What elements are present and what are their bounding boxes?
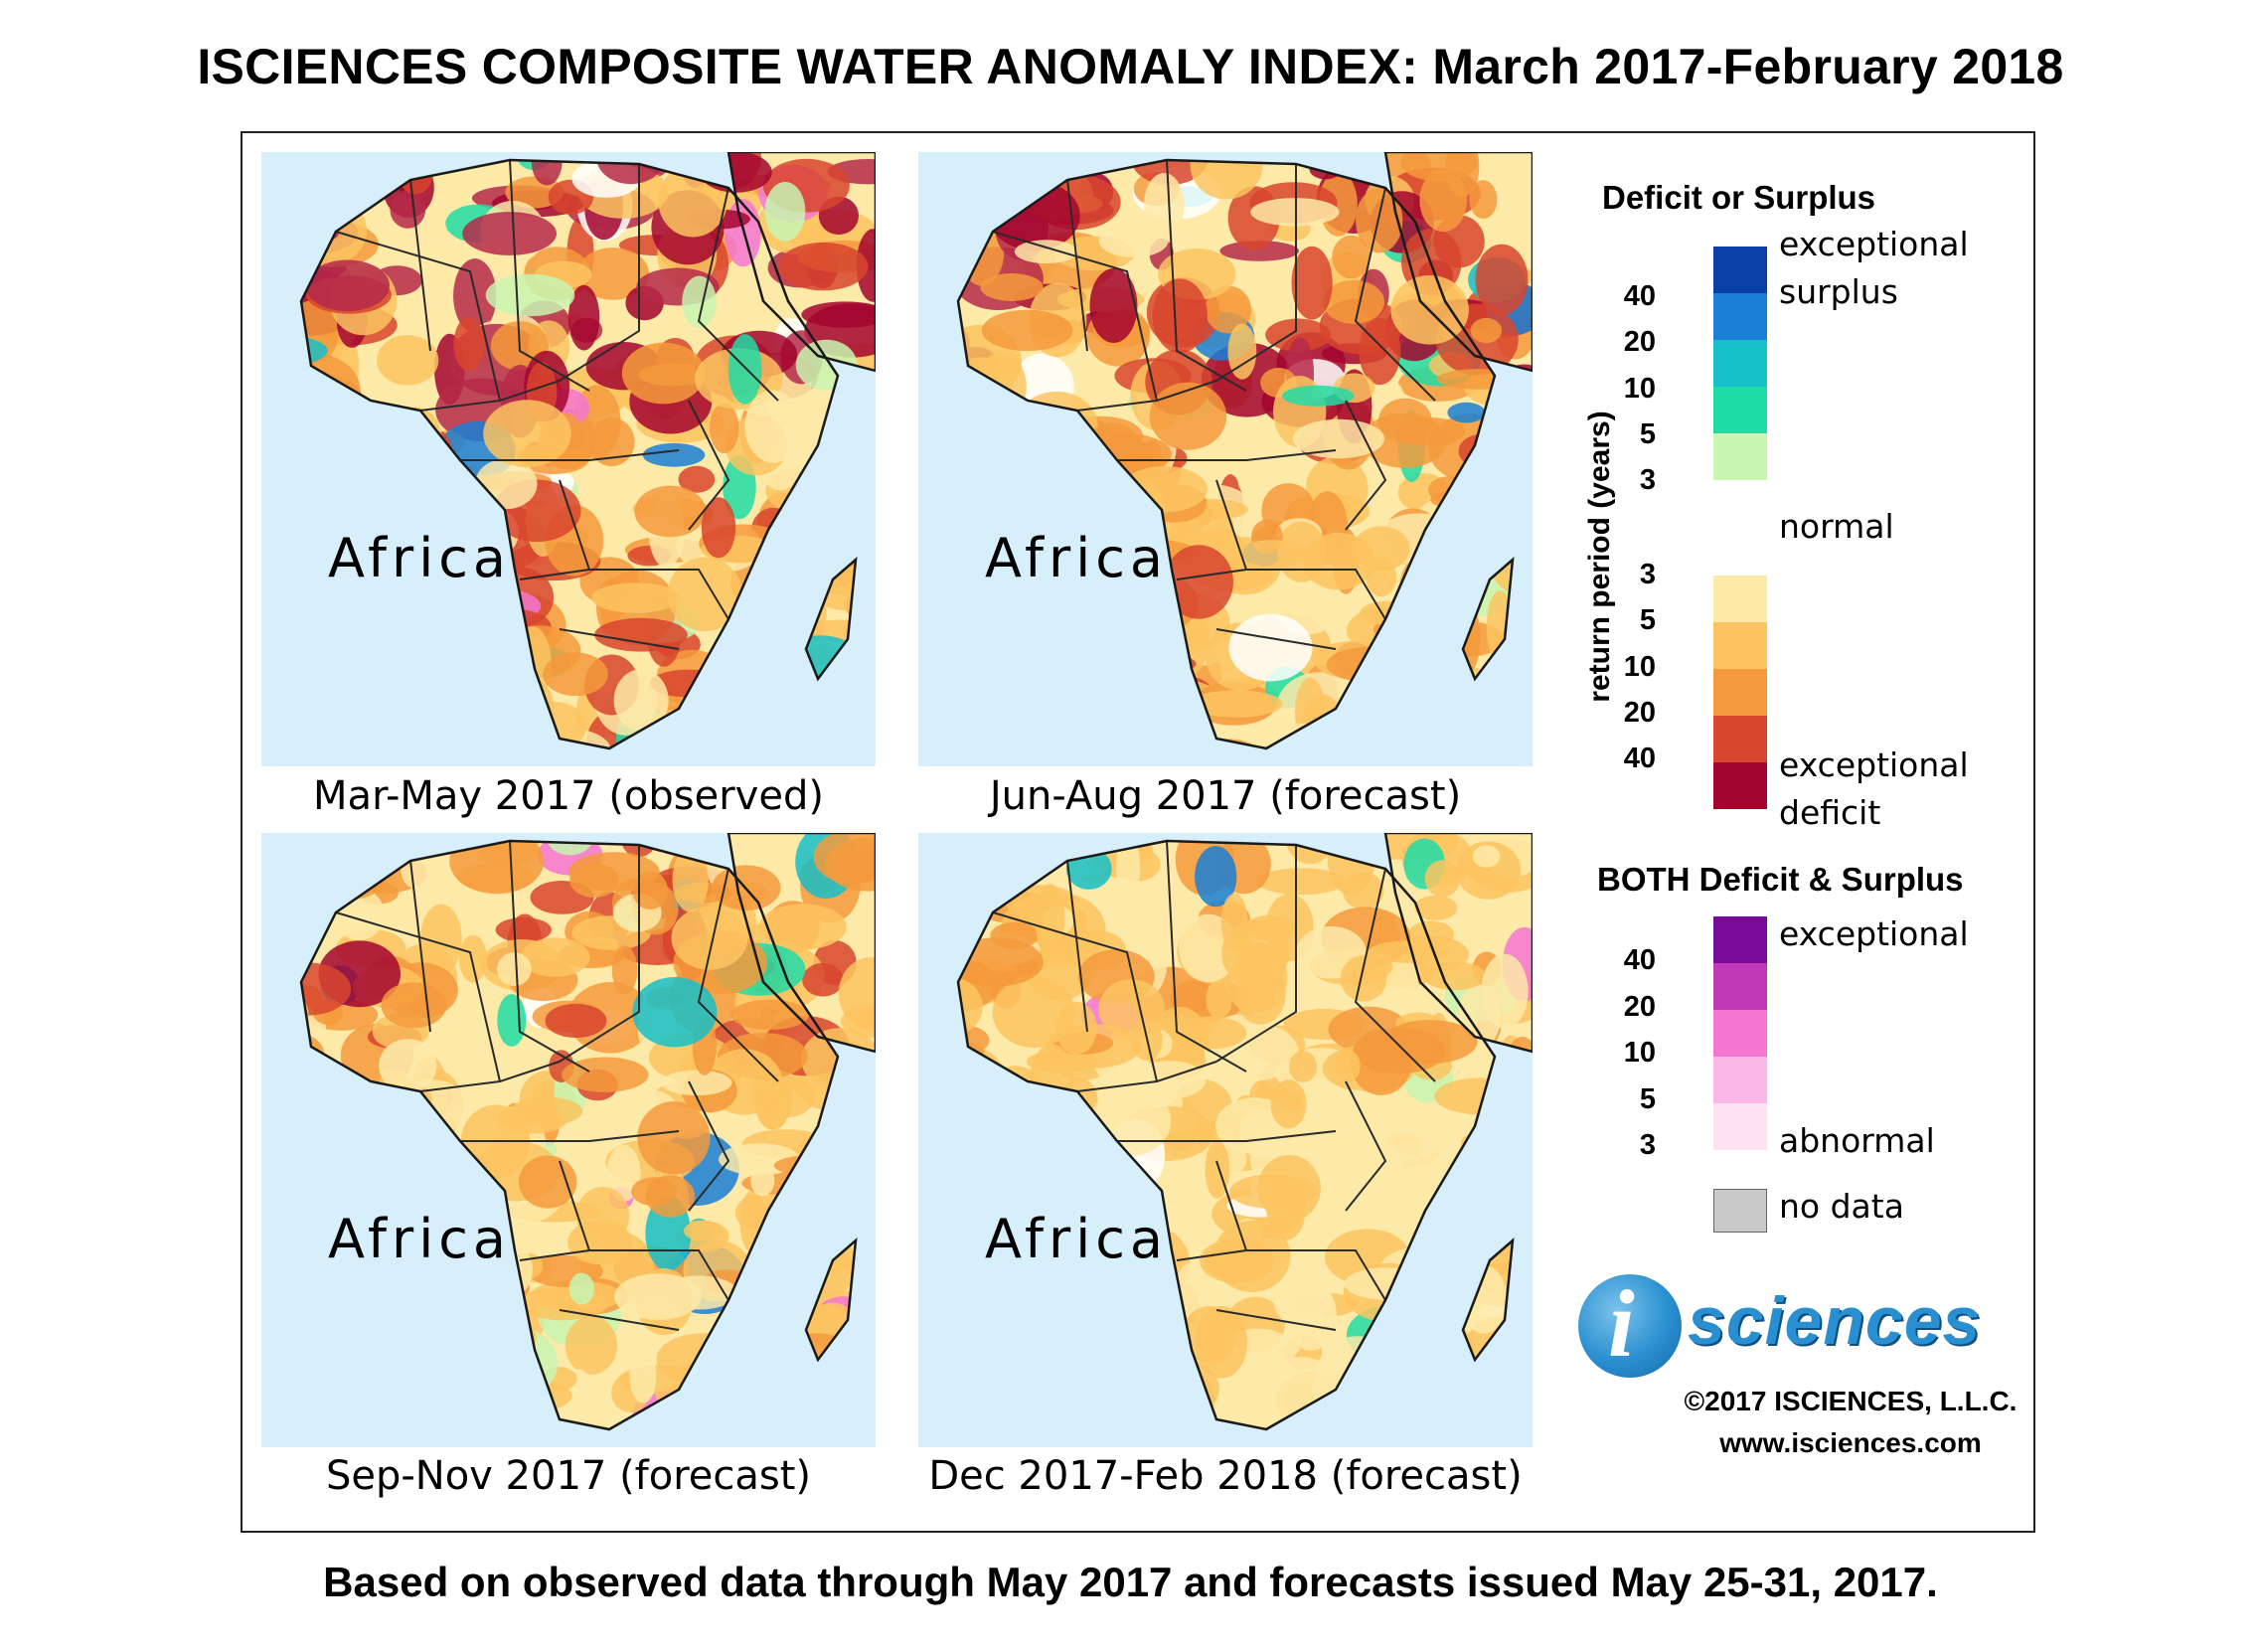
website: www.isciences.com xyxy=(1719,1427,1982,1458)
legend-swatch-no-data xyxy=(1713,1189,1767,1233)
africa-map xyxy=(299,152,876,750)
africa-map xyxy=(956,833,1533,1431)
legend-swatch xyxy=(1713,1010,1767,1057)
legend-label-no-data: no data xyxy=(1779,1187,1904,1226)
map-panel-sep-nov-2017 xyxy=(261,833,876,1447)
legend-swatch xyxy=(1713,576,1767,622)
page-title: ISCIENCES COMPOSITE WATER ANOMALY INDEX:… xyxy=(197,39,2064,94)
legend-label-exceptional-deficit: exceptional xyxy=(1779,745,1969,784)
legend-swatch xyxy=(1713,340,1767,387)
legend-swatch xyxy=(1713,433,1767,480)
legend-swatch xyxy=(1713,387,1767,433)
panel-caption: Dec 2017-Feb 2018 (forecast) xyxy=(928,1453,1523,1499)
legend-label-exceptional: exceptional xyxy=(1779,914,1969,953)
legend-title-both: BOTH Deficit & Surplus xyxy=(1597,861,1964,898)
isciences-logo-text: sciences xyxy=(1688,1283,1982,1359)
map-region-label: Africa xyxy=(985,1208,1169,1270)
africa-map xyxy=(956,152,1533,750)
map-region-label: Africa xyxy=(328,1208,512,1270)
footer-note: Based on observed data through May 2017 … xyxy=(323,1559,1938,1605)
legend-tick: 5 xyxy=(1639,1083,1656,1115)
legend-tick: 20 xyxy=(1623,991,1656,1023)
legend-tick: 20 xyxy=(1623,697,1656,729)
legend-swatch xyxy=(1713,293,1767,340)
copyright: ©2017 ISCIENCES, L.L.C. xyxy=(1684,1386,2018,1416)
legend-swatch xyxy=(1713,1057,1767,1103)
legend-tick: 3 xyxy=(1639,1129,1656,1161)
isciences-logo-i: i xyxy=(1608,1270,1635,1377)
panel-caption: Jun-Aug 2017 (forecast) xyxy=(989,773,1462,819)
legend-tick: 10 xyxy=(1623,373,1656,405)
legend-swatch xyxy=(1713,669,1767,716)
legend-swatch xyxy=(1713,1103,1767,1150)
legend-tick: 40 xyxy=(1623,743,1656,774)
legend-swatch xyxy=(1713,716,1767,762)
legend-swatch xyxy=(1713,247,1767,293)
legend-label-surplus: surplus xyxy=(1779,272,1898,311)
panel-caption: Mar-May 2017 (observed) xyxy=(313,773,824,819)
legend-tick: 3 xyxy=(1639,464,1656,496)
map-panel-mar-may-2017 xyxy=(261,152,876,766)
figure-frame xyxy=(241,131,2035,1533)
legend-axis-label: return period (years) xyxy=(1583,411,1616,703)
legend-swatch xyxy=(1713,963,1767,1010)
legend-label-abnormal: abnormal xyxy=(1779,1121,1935,1160)
legend-tick: 5 xyxy=(1639,604,1656,636)
isciences-logo-circle xyxy=(1578,1274,1682,1378)
legend-label-exceptional-surplus: exceptional xyxy=(1779,225,1969,263)
map-region-label: Africa xyxy=(985,527,1169,589)
legend-swatch xyxy=(1713,916,1767,963)
legend-label-deficit: deficit xyxy=(1779,793,1881,832)
legend-tick: 40 xyxy=(1623,944,1656,976)
panel-caption: Sep-Nov 2017 (forecast) xyxy=(325,1453,812,1499)
legend-swatch xyxy=(1713,762,1767,809)
legend-tick: 10 xyxy=(1623,1037,1656,1069)
legend-title-deficit-surplus: Deficit or Surplus xyxy=(1602,179,1876,216)
africa-map xyxy=(299,833,876,1431)
legend-tick: 20 xyxy=(1623,326,1656,358)
legend-tick: 5 xyxy=(1639,418,1656,450)
map-region-label: Africa xyxy=(328,527,512,589)
legend-swatch xyxy=(1713,480,1767,576)
legend-tick: 3 xyxy=(1639,559,1656,590)
legend-label-normal: normal xyxy=(1779,507,1894,546)
legend-tick: 10 xyxy=(1623,651,1656,683)
legend-swatch xyxy=(1713,622,1767,669)
map-panel-jun-aug-2017 xyxy=(918,152,1533,766)
map-panel-dec-2017-feb-2018 xyxy=(918,833,1533,1447)
legend-tick: 40 xyxy=(1623,280,1656,312)
